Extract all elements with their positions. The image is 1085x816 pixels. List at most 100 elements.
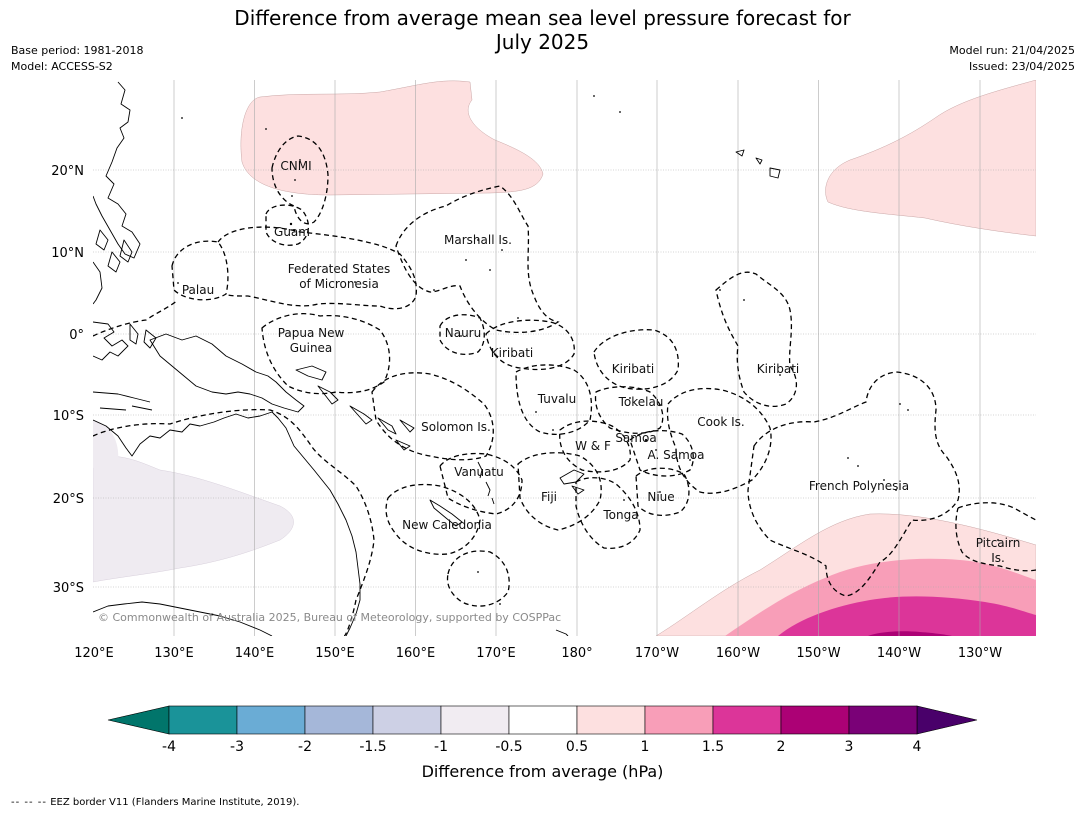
region-labels: CNMI Guam Marshall Is. Federated States … [182, 159, 1020, 565]
model-name: Model: ACCESS-S2 [11, 60, 113, 73]
colorbar-swatch [712, 705, 782, 735]
label-french-polynesia: French Polynesia [809, 479, 909, 493]
coast-philippines-islands [95, 229, 133, 273]
island-dot [623, 499, 625, 501]
colorbar-tick-label: -1.5 [359, 739, 386, 755]
island-dot [899, 403, 901, 405]
island-dot [655, 449, 657, 451]
lat-label-10s: 10°S [53, 409, 84, 424]
label-cnmi: CNMI [280, 159, 311, 173]
label-guam: Guam [274, 225, 310, 239]
island-dot [535, 411, 537, 413]
eez-marshall [395, 185, 560, 334]
island-dot [619, 111, 621, 113]
label-nauru: Nauru [445, 326, 481, 340]
colorbar-swatch [780, 705, 850, 735]
colorbar-tick-label: -4 [162, 739, 176, 755]
anomaly-northeast-positive [825, 80, 1036, 237]
eez-french-polynesia [747, 371, 960, 597]
island-dot [499, 603, 501, 605]
eez-line-symbol: -- -- -- [11, 797, 48, 808]
eez-new-caledonia [385, 483, 481, 555]
coast-solomon [349, 405, 415, 451]
lon-label-180: 180° [561, 646, 592, 661]
coast-vanuatu [477, 461, 495, 505]
anomaly-southeast-positive-2 [868, 631, 952, 636]
colorbar-swatch [236, 705, 306, 735]
label-vanuatu: Vanuatu [454, 465, 504, 479]
colorbar-swatch [644, 705, 714, 735]
island-dot [289, 222, 293, 226]
issued-date: Issued: 23/04/2025 [968, 60, 1075, 73]
eez-footnote: -- -- -- EEZ border V11 (Flanders Marine… [11, 797, 299, 808]
colorbar-swatch [576, 705, 646, 735]
label-kiribati-line: Kiribati [757, 362, 799, 376]
eez-tuvalu [515, 364, 593, 435]
lon-label-140e: 140°E [235, 646, 275, 661]
meta-left: Base period: 1981-2018 Model: ACCESS-S2 [11, 43, 143, 75]
graticule [93, 80, 1036, 636]
colorbar-label: Difference from average (hPa) [421, 762, 664, 781]
island-dot [517, 317, 519, 319]
label-niue: Niue [647, 490, 674, 504]
label-samoa: Samoa [615, 431, 656, 445]
copyright-notice: © Commonwealth of Australia 2025, Bureau… [98, 611, 561, 624]
eez-kiribati-line [715, 271, 797, 407]
lon-label-130w: 130°W [958, 646, 1002, 661]
label-kiribati-gilbert: Kiribati [491, 346, 533, 360]
colorbar-swatch [168, 705, 238, 735]
coast-fiji [559, 469, 585, 495]
island-dot [465, 259, 467, 261]
island-dot [294, 179, 296, 181]
island-dot [477, 239, 479, 241]
island-dot [883, 479, 885, 481]
anomaly-southeast-positive-1-5 [778, 596, 1036, 636]
colorbar-tick-label: -1 [434, 739, 448, 755]
label-new-caledonia: New Caledonia [402, 518, 492, 532]
coast-sulawesi-moluccas [93, 321, 157, 361]
label-micronesia-line1: Federated States [288, 262, 390, 276]
eez-norfolk [446, 550, 510, 607]
latitude-labels: 20°N 10°N 0° 10°S 20°S 30°S [51, 164, 84, 596]
anomaly-fills [93, 80, 1036, 636]
island-dot [857, 465, 859, 467]
island-dot [629, 397, 631, 399]
eez-borders [93, 135, 1036, 636]
label-png-line2: Guinea [290, 341, 333, 355]
eez-american-samoa [629, 429, 694, 477]
island-dot [997, 539, 999, 541]
island-dot [477, 571, 479, 573]
lon-label-130e: 130°E [154, 646, 194, 661]
eez-fiji [517, 452, 602, 531]
coast-new-britain [295, 365, 339, 405]
base-period: Base period: 1981-2018 [11, 44, 144, 57]
lon-label-160w: 160°W [716, 646, 760, 661]
coast-hawaii [735, 149, 781, 179]
label-tokelau: Tokelau [618, 395, 664, 409]
eez-australia [93, 408, 375, 636]
coast-australia-south [93, 601, 273, 636]
island-dot [907, 409, 909, 411]
colorbar-swatch [372, 705, 442, 735]
island-dot [593, 95, 595, 97]
colorbar-tick-label: 0.5 [566, 739, 588, 755]
label-solomon-is: Solomon Is. [421, 420, 491, 434]
eez-kiribati-gilbert [485, 319, 575, 371]
eez-cnmi [271, 135, 329, 225]
anomaly-north-australia-slightly-negative [93, 420, 119, 468]
island-dot [433, 289, 435, 291]
island-dot [895, 489, 897, 491]
eez-footnote-text: EEZ border V11 (Flanders Marine Institut… [50, 797, 300, 808]
colorbar-swatch [508, 705, 578, 735]
label-kiribati-phoenix: Kiribati [612, 362, 654, 376]
lon-label-170e: 170°E [476, 646, 516, 661]
label-cook-is: Cook Is. [697, 415, 744, 429]
eez-cook-is [666, 387, 772, 494]
colorbar-swatch [440, 705, 510, 735]
island-dot [291, 195, 293, 197]
lat-label-20n: 20°N [51, 164, 84, 179]
label-american-samoa: A. Samoa [648, 448, 705, 462]
colorbar-tick-label: 3 [845, 739, 854, 755]
label-tonga: Tonga [602, 508, 638, 522]
